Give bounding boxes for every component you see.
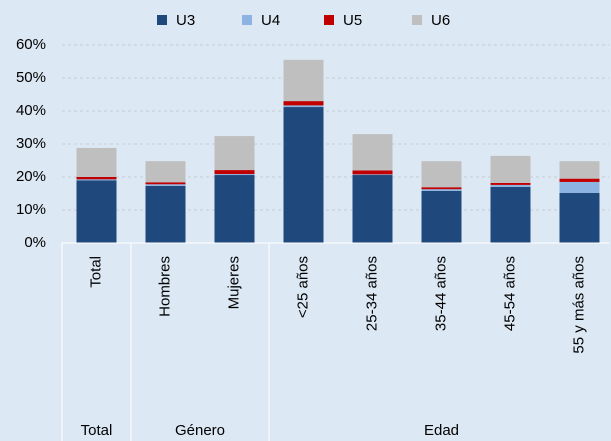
legend-swatch	[324, 15, 334, 25]
x-tick-label: Mujeres	[225, 256, 242, 309]
bar-segment	[76, 179, 117, 181]
bar-segment	[76, 180, 117, 243]
x-tick-label: Total	[87, 256, 104, 288]
bar-segment	[283, 101, 324, 106]
group-label: Total	[81, 422, 113, 439]
bar-segment	[559, 192, 600, 243]
x-tick-label: 25-34 años	[363, 256, 380, 331]
bar-segment	[76, 147, 117, 177]
bar-segment	[214, 174, 255, 176]
bar-segment	[490, 155, 531, 183]
y-tick-label: 40%	[16, 102, 46, 119]
bar-segment	[283, 107, 324, 243]
y-tick-label: 60%	[16, 36, 46, 53]
y-tick-label: 10%	[16, 201, 46, 218]
bar-segment	[490, 184, 531, 187]
y-tick-label: 0%	[24, 234, 46, 251]
bar-segment	[214, 170, 255, 175]
bar-segment	[214, 175, 255, 243]
legend-label: U5	[343, 12, 362, 29]
bar-segment	[559, 181, 600, 193]
legend-label: U4	[261, 12, 280, 29]
bar-segment	[145, 184, 186, 186]
y-tick-label: 50%	[16, 69, 46, 86]
legend-label: U3	[176, 12, 195, 29]
bar-segment	[283, 105, 324, 108]
y-tick-label: 20%	[16, 168, 46, 185]
bar-segment	[352, 174, 393, 176]
group-label: Edad	[424, 422, 459, 439]
x-tick-label: 45-54 años	[501, 256, 518, 331]
bar-segment	[421, 189, 462, 191]
legend-swatch	[157, 15, 167, 25]
bar-segment	[283, 59, 324, 102]
bar-segment	[490, 186, 531, 243]
y-tick-label: 30%	[16, 135, 46, 152]
bar-segment	[352, 134, 393, 171]
legend-swatch	[242, 15, 252, 25]
bar-segment	[352, 170, 393, 175]
bar-segment	[421, 187, 462, 190]
legend-label: U6	[431, 12, 450, 29]
bar-segment	[145, 161, 186, 183]
bar-segment	[214, 136, 255, 171]
x-tick-label: <25 años	[294, 256, 311, 318]
x-tick-label: 55 y más años	[570, 256, 587, 354]
bar-segment	[76, 177, 117, 180]
x-tick-label: 35-44 años	[432, 256, 449, 331]
bar-segment	[145, 182, 186, 185]
x-tick-label: Hombres	[156, 256, 173, 317]
bar-segment	[559, 178, 600, 182]
bar-segment	[145, 185, 186, 243]
bar-segment	[559, 161, 600, 179]
bar-segment	[352, 175, 393, 243]
legend-swatch	[412, 15, 422, 25]
bar-segment	[421, 190, 462, 243]
group-label: Género	[175, 422, 225, 439]
bar-segment	[421, 161, 462, 188]
bar-segment	[490, 182, 531, 185]
